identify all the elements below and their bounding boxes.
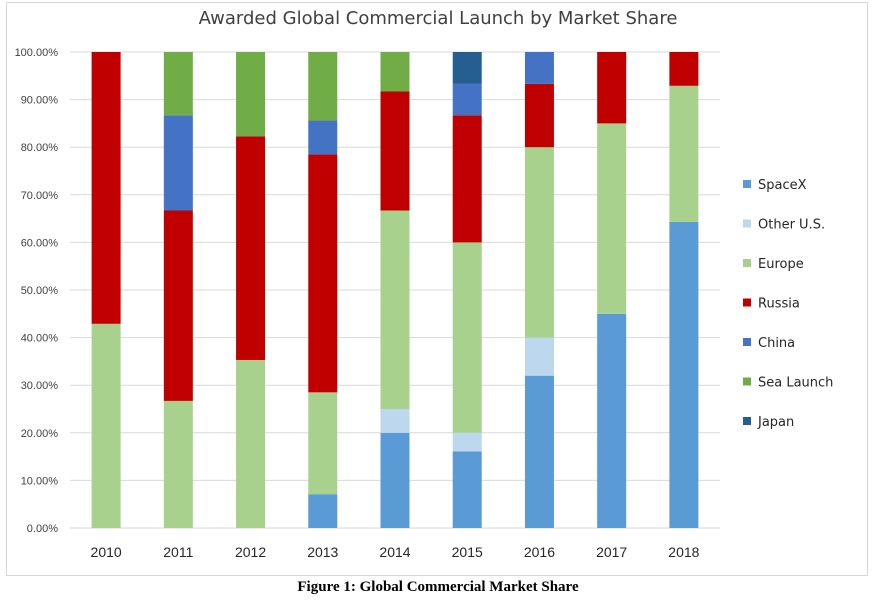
legend-label-spacex: SpaceX (758, 178, 807, 193)
chart-title: Awarded Global Commercial Launch by Mark… (198, 8, 678, 29)
y-tick-label: 80.00% (21, 142, 59, 154)
bar-segment-sea-launch-2011 (163, 52, 193, 116)
bar-segment-europe-2013 (308, 392, 338, 495)
x-tick-label-2015: 2015 (452, 544, 483, 560)
x-tick-label-2013: 2013 (307, 544, 338, 560)
legend-label-other-u-s: Other U.S. (758, 218, 825, 233)
y-tick-label: 30.00% (21, 380, 59, 392)
y-tick-label: 10.00% (21, 475, 59, 487)
figure-caption: Figure 1: Global Commercial Market Share (297, 579, 579, 595)
bar-segment-russia-2015 (452, 115, 482, 243)
bar-segment-russia-2016 (524, 83, 554, 148)
bar-segment-china-2013 (308, 120, 338, 155)
legend-swatch-sea-launch (743, 377, 751, 386)
x-tick-label-2011: 2011 (163, 544, 193, 560)
x-tick-label-2014: 2014 (379, 544, 410, 560)
legend-swatch-spacex (743, 180, 751, 188)
legend-label-japan: Japan (757, 415, 794, 430)
bar-segment-spacex-2013 (308, 494, 338, 528)
bar-segment-russia-2017 (597, 52, 627, 124)
y-tick-label: 40.00% (21, 333, 59, 345)
bar-segment-russia-2012 (236, 136, 266, 360)
bar-segment-europe-2011 (163, 400, 193, 528)
bar-segment-russia-2010 (91, 52, 121, 324)
legend-label-sea-launch: Sea Launch (758, 376, 833, 391)
bar-segment-china-2015 (452, 83, 482, 116)
bar-segment-sea-launch-2014 (380, 52, 410, 92)
x-tick-label-2016: 2016 (524, 544, 555, 560)
bar-segment-spacex-2016 (524, 375, 554, 528)
bar-segment-china-2011 (163, 115, 193, 211)
bar-segment-europe-2017 (597, 123, 627, 314)
stacked-bar-chart: 0.00% 10.00% 20.00% 30.00% 40.00% 50.00% 60.00… (15, 47, 834, 560)
bar-segment-europe-2018 (669, 85, 699, 222)
bar-segment-china-2016 (524, 52, 554, 84)
bar-segment-japan-2015 (452, 52, 482, 84)
bar-segment-spacex-2017 (597, 313, 627, 528)
bar-segment-other-u-s-2016 (524, 337, 554, 376)
y-tick-label: 60.00% (21, 237, 59, 249)
bar-segment-europe-2016 (524, 147, 554, 338)
y-tick-label: 50.00% (21, 285, 59, 297)
bar-segment-europe-2015 (452, 242, 482, 433)
bar-segment-russia-2014 (380, 91, 410, 211)
legend-label-china: China (758, 336, 795, 351)
legend-swatch-japan (743, 417, 751, 425)
bar-segment-other-u-s-2014 (380, 409, 410, 433)
x-tick-label-2017: 2017 (596, 544, 627, 560)
legend-swatch-china (743, 338, 751, 346)
bar-segment-sea-launch-2013 (308, 52, 338, 121)
bar-segment-russia-2013 (308, 154, 338, 393)
bar-segment-europe-2010 (91, 323, 121, 528)
y-axis-ticks: 0.00% 10.00% 20.00% 30.00% 40.00% 50.00% 60.00… (15, 47, 59, 535)
y-tick-label: 0.00% (27, 523, 58, 535)
bar-segment-other-u-s-2015 (452, 432, 482, 452)
bar-segment-europe-2014 (380, 210, 410, 409)
legend-swatch-russia (743, 298, 751, 307)
x-axis-ticks: 2010 2011 2012 2013 2014 2015 2016 2017 2018 (91, 544, 700, 560)
legend: SpaceX Other U.S. Europe Russia China Sea Lau… (743, 178, 833, 430)
legend-label-europe: Europe (758, 257, 804, 272)
legend-swatch-other-u-s (743, 219, 751, 228)
bar-segment-russia-2011 (163, 210, 193, 401)
y-tick-label: 90.00% (21, 95, 59, 107)
bar-segment-europe-2012 (236, 359, 266, 528)
y-tick-label: 70.00% (21, 190, 59, 202)
legend-label-russia: Russia (758, 297, 800, 312)
y-tick-label: 20.00% (21, 428, 59, 440)
y-tick-label: 100.00% (15, 47, 59, 59)
bar-segment-spacex-2018 (669, 221, 699, 528)
bar-segment-spacex-2014 (380, 432, 410, 528)
bars (91, 52, 699, 528)
legend-swatch-europe (743, 259, 751, 267)
x-tick-label-2010: 2010 (91, 544, 122, 560)
x-tick-label-2012: 2012 (235, 544, 266, 560)
bar-segment-spacex-2015 (452, 451, 482, 528)
x-tick-label-2018: 2018 (668, 544, 699, 560)
bar-segment-russia-2018 (669, 52, 699, 86)
bar-segment-sea-launch-2012 (236, 52, 266, 137)
